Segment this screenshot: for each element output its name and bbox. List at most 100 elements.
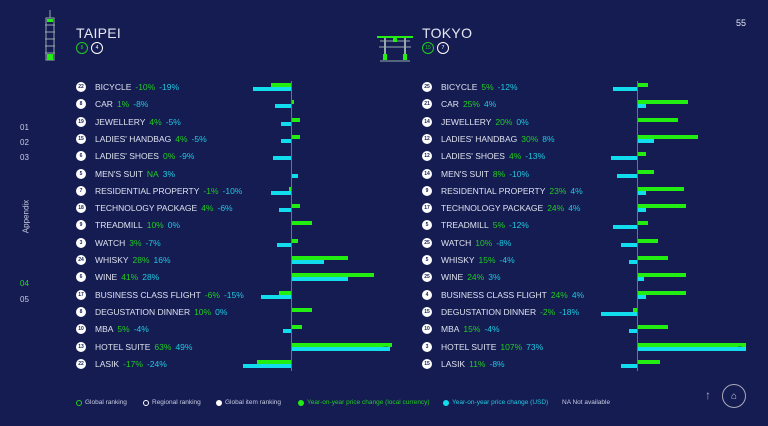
- usd-bar: [638, 294, 646, 299]
- item-label: LASIK: [95, 358, 120, 369]
- usd-bar: [638, 208, 646, 213]
- item-row: 24 WHISKY 28% 16%: [76, 253, 171, 267]
- global-item-rank: 25: [422, 272, 432, 283]
- usd-change: 3%: [162, 168, 176, 179]
- usd-bar: [261, 294, 291, 299]
- usd-change: 8%: [542, 133, 555, 144]
- usd-bar: [281, 121, 291, 126]
- usd-change: 0%: [167, 220, 181, 231]
- item-label: WHISKY: [441, 255, 475, 265]
- usd-change: -7%: [145, 237, 161, 248]
- item-label: CAR: [95, 99, 113, 110]
- usd-change: -8%: [496, 237, 512, 248]
- usd-change: 0%: [516, 116, 529, 127]
- item-row: 3 WATCH 3% -7%: [76, 236, 161, 250]
- scroll-up-arrow-icon[interactable]: ↑: [705, 388, 711, 402]
- usd-change: -9%: [179, 151, 195, 162]
- local-currency-bar: [638, 238, 658, 243]
- item-row: 25 WATCH 10% -8%: [422, 236, 511, 250]
- usd-bar: [638, 346, 746, 351]
- usd-bar: [253, 87, 291, 91]
- local-currency-bar: [292, 238, 298, 243]
- global-item-rank: 10: [76, 324, 86, 335]
- item-label: WINE: [441, 272, 464, 283]
- item-row: 3 HOTEL SUITE 107% 73%: [422, 340, 543, 354]
- global-item-rank: 12: [422, 151, 432, 162]
- legend-regional-ranking: Regional ranking: [143, 399, 201, 406]
- local-currency-bar: [292, 256, 348, 260]
- local-currency-bar: [638, 359, 660, 364]
- local-change: -1%: [203, 185, 219, 196]
- global-item-rank: 10: [422, 324, 432, 335]
- usd-change: 3%: [488, 272, 501, 283]
- nav-01[interactable]: 01: [20, 123, 29, 132]
- local-currency-bar: [638, 100, 688, 105]
- item-row: 8 DEGUSTATION DINNER 10% 0%: [76, 305, 227, 319]
- home-button[interactable]: ⌂: [722, 384, 746, 408]
- local-currency-bar: [638, 186, 684, 191]
- local-change: 23%: [549, 185, 567, 196]
- item-label: MBA: [95, 324, 114, 335]
- usd-change: -10%: [222, 185, 243, 196]
- local-currency-bar: [292, 307, 312, 312]
- item-label: WHISKY: [95, 255, 129, 265]
- global-item-rank: 13: [76, 341, 86, 352]
- local-change: 20%: [495, 116, 513, 127]
- local-currency-bar: [638, 221, 648, 226]
- nav-04[interactable]: 04: [20, 279, 29, 288]
- item-label: BICYCLE: [441, 82, 478, 92]
- global-item-rank: 14: [422, 116, 432, 127]
- item-row: 22 LASIK -17% -24%: [76, 357, 167, 371]
- global-item-rank: 5: [422, 255, 432, 265]
- nav-05[interactable]: 05: [20, 295, 29, 304]
- item-label: TREADMILL: [441, 220, 489, 231]
- local-currency-bar: [292, 134, 300, 139]
- usd-change: -12%: [497, 82, 518, 92]
- global-item-rank: 15: [422, 306, 432, 317]
- usd-change: 0%: [215, 306, 228, 317]
- global-item-rank: 12: [422, 133, 432, 144]
- item-label: TECHNOLOGY PACKAGE: [95, 203, 198, 214]
- nav-03[interactable]: 03: [20, 153, 29, 162]
- item-row: 19 JEWELLERY 4% -5%: [76, 115, 181, 129]
- item-row: 7 RESIDENTIAL PROPERTY -1% -10%: [76, 184, 242, 198]
- local-change: 4%: [175, 133, 188, 144]
- overflow-arrow-icon: →: [382, 343, 389, 350]
- usd-bar: [292, 346, 390, 351]
- item-row: 5 TREADMILL 5% -12%: [422, 218, 529, 232]
- usd-bar: [275, 104, 291, 109]
- item-row: 15 LASIK 11% -8%: [422, 357, 505, 371]
- nav-02[interactable]: 02: [20, 138, 29, 147]
- global-item-rank: 8: [76, 306, 86, 317]
- usd-change: -13%: [525, 151, 546, 162]
- usd-change: -24%: [146, 358, 167, 369]
- local-change: 11%: [469, 358, 486, 369]
- local-change: 0%: [162, 151, 176, 162]
- local-change: 10%: [194, 306, 212, 317]
- usd-bar: [601, 311, 637, 316]
- item-row: 14 MEN'S SUIT 8% -10%: [422, 167, 529, 181]
- local-change: 28%: [132, 255, 150, 265]
- usd-bar: [279, 208, 291, 213]
- usd-change: 16%: [153, 255, 171, 265]
- item-row: 15 DEGUSTATION DINNER -2% -18%: [422, 305, 579, 319]
- local-currency-bar: [638, 117, 678, 122]
- usd-change: 4%: [568, 203, 581, 214]
- dot-cyan-icon: [443, 399, 449, 406]
- usd-change: -18%: [559, 306, 580, 317]
- local-currency-bar: [638, 290, 686, 295]
- legend-global-item-ranking: Global item ranking: [216, 399, 281, 406]
- global-item-rank: 15: [422, 358, 432, 369]
- legend-label: Global item ranking: [225, 399, 281, 406]
- local-change: 4%: [149, 116, 162, 127]
- item-label: TREADMILL: [95, 220, 143, 231]
- item-label: RESIDENTIAL PROPERTY: [95, 185, 200, 196]
- local-change: -17%: [123, 358, 143, 369]
- item-row: 17 BUSINESS CLASS FLIGHT -6% -15%: [76, 288, 244, 302]
- usd-bar: [292, 173, 298, 178]
- chart-axis: [637, 81, 638, 371]
- local-change: NA: [146, 168, 159, 179]
- chart-axis: [291, 81, 292, 371]
- legend-na: NA Not available: [562, 399, 610, 406]
- item-row: 25 BICYCLE 5% -12%: [422, 80, 518, 94]
